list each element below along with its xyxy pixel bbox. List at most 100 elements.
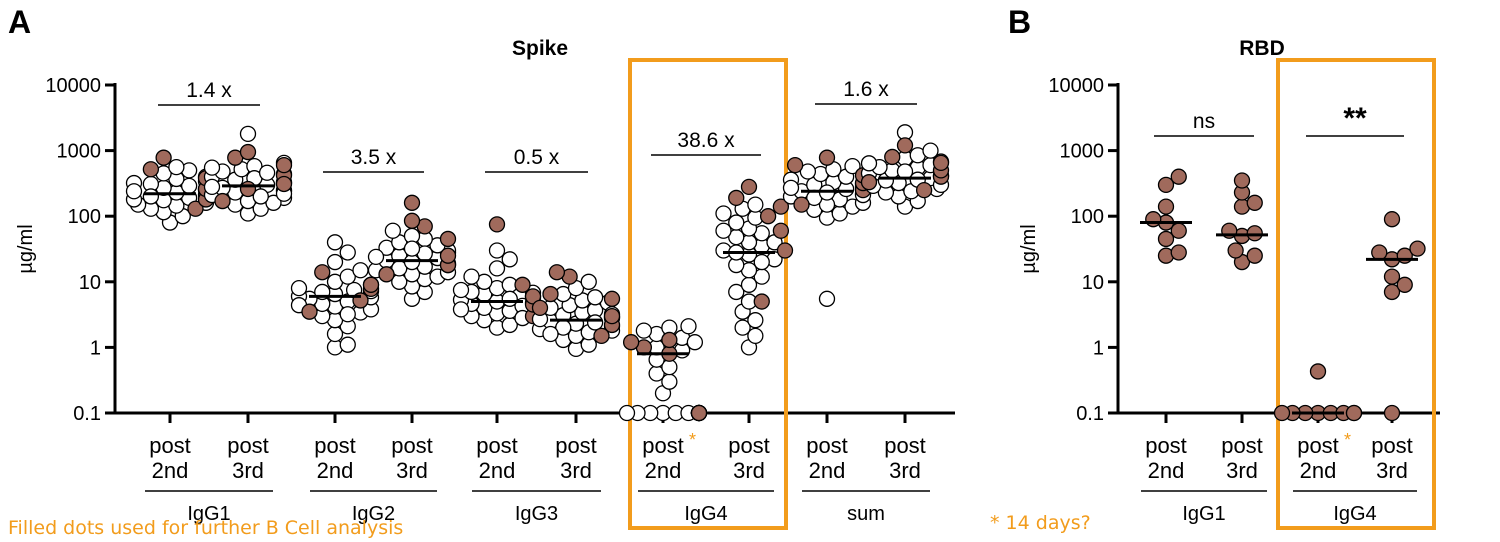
panel-a-igg1-3rd-filled-dot: [239, 180, 257, 198]
panel-b-igg4-3rd-filled-dot: [1383, 211, 1401, 228]
panel-a-igg2-3rd-hollow-dot: [384, 222, 402, 239]
panel-a-igg2-3rd-hollow-dot: [367, 248, 385, 266]
panel-a-igg4-2nd-label-line1: post: [642, 433, 684, 458]
panel-a-igg2-2nd-hollow-dot: [326, 253, 344, 271]
panel-a-igg1-2nd-label-line2: 2nd: [152, 458, 189, 483]
panel-a-igg1-comparison-label: 1.4 x: [186, 79, 232, 102]
panel-b-igg1-2nd-filled-dot: [1145, 211, 1162, 228]
panel-a-igg4-2nd-marker: *: [689, 430, 696, 450]
panel-a-igg3-2nd-hollow-dot: [452, 281, 470, 299]
panel-a-sum-3rd-filled-dot: [860, 174, 878, 191]
panel-a-igg4-2nd-filled-dot: [622, 334, 640, 351]
panel-a-igg3-3rd-filled-dot: [531, 299, 549, 317]
panel-a-igg4-3rd-hollow-dot: [747, 196, 764, 213]
panel-a-igg3-2nd-hollow-dot: [501, 251, 518, 268]
panel-a-igg2-3rd-filled-dot: [439, 247, 457, 264]
panel-a-igg4-2nd-hollow-dot: [635, 322, 653, 339]
panel-b-igg1-group-label: IgG1: [1182, 503, 1225, 525]
panel-a-igg4-3rd-filled-dot: [740, 178, 758, 196]
panel-a-igg1-3rd-hollow-dot: [203, 178, 221, 196]
panel-a-igg4-3rd-hollow-dot: [747, 327, 764, 344]
panel-a-igg1-2nd-filled-dot: [187, 200, 204, 217]
panel-a-igg1-3rd-hollow-dot: [203, 159, 221, 176]
panel-a-igg4-3rd-hollow-dot: [753, 253, 770, 271]
panel-a-y-axis-label: µg/ml: [15, 224, 37, 273]
panel-b-igg1-2nd-label-line2: 2nd: [1148, 458, 1185, 483]
panel-a-igg1-2nd-hollow-dot: [125, 183, 143, 200]
panel-a-label: A: [8, 4, 31, 40]
panel-a-igg3-2nd-hollow-dot: [463, 268, 480, 285]
panel-a-igg1-group-label: IgG1: [187, 503, 230, 525]
panel-a-sum-2nd-hollow-dot: [844, 157, 861, 175]
panel-a-igg4-3rd-hollow-dot: [747, 312, 764, 329]
panel-b-igg4-3rd-label-line1: post: [1371, 433, 1413, 458]
panel-a-igg2-2nd-label-line2: 2nd: [317, 458, 354, 483]
panel-a-igg2-3rd-hollow-dot: [403, 240, 421, 257]
panel-a-igg1-3rd-hollow-dot: [252, 188, 269, 205]
panel-a-igg1-3rd-filled-dot: [275, 175, 293, 193]
panel-a-igg4-2nd-filled-dot: [661, 331, 678, 349]
panel-a-igg4-3rd-hollow-dot: [728, 214, 745, 231]
panel-a-igg1-3rd-hollow-dot: [258, 164, 276, 181]
panel-a-igg2-2nd-hollow-dot: [339, 306, 356, 323]
panel-b-igg1-3rd-filled-dot: [1246, 194, 1263, 211]
panel-a-sum-2nd-hollow-dot: [818, 290, 836, 307]
panel-a-igg3-3rd-filled-dot: [542, 285, 559, 303]
panel-a-igg3-3rd-filled-dot: [593, 327, 610, 344]
panel-a-igg3-3rd-label-line2: 3rd: [560, 458, 592, 483]
panel-a-igg4-2nd-hollow-dot: [618, 404, 636, 422]
panel-a-igg3-3rd-hollow-dot: [580, 273, 597, 290]
panel-a-y-tick-label: 10000: [45, 75, 101, 97]
panel-a-igg2-2nd-hollow-dot: [290, 280, 308, 297]
panel-a-sum-3rd-label-line2: 3rd: [889, 458, 921, 483]
panel-a-igg4-3rd-hollow-dot: [728, 283, 745, 301]
panel-a-title: Spike: [512, 37, 568, 60]
panel-a-sum-2nd-hollow-dot: [782, 179, 800, 197]
panel-a-igg1-2nd-hollow-dot: [142, 188, 160, 205]
panel-b-label: B: [1008, 4, 1031, 40]
panel-a-igg3-2nd-hollow-dot: [488, 242, 506, 259]
panel-a-sum-3rd-hollow-dot: [922, 142, 939, 159]
panel-b-igg4-3rd-filled-dot: [1383, 404, 1401, 422]
panel-a-igg4-3rd-filled-dot: [772, 222, 790, 239]
panel-a-igg4-3rd-filled-dot: [772, 198, 790, 215]
panel-a-igg2-3rd-filled-dot: [403, 212, 421, 229]
panel-a-y-tick-label: 100: [68, 206, 101, 228]
panel-a-igg2-2nd-hollow-dot: [339, 244, 356, 261]
panel-b-igg4-2nd-filled-dot: [1309, 363, 1327, 380]
panel-a-igg1-3rd-filled-dot: [214, 192, 231, 210]
panel-a-sum-2nd-filled-dot: [793, 196, 810, 213]
panel-a-igg4-3rd-label-line2: 3rd: [733, 458, 765, 483]
panel-b-igg1-comparison-label: ns: [1193, 110, 1215, 133]
panel-a-igg3-2nd-label-line1: post: [476, 433, 518, 458]
panel-b-igg1-3rd-filled-dot: [1233, 172, 1251, 189]
panel-b-igg4-2nd-label-line1: post: [1297, 433, 1339, 458]
panel-b-igg4-3rd-label-line2: 3rd: [1376, 458, 1408, 483]
panel-a-sum-comparison-label: 1.6 x: [843, 78, 889, 101]
panel-a-sum-2nd-label-line2: 2nd: [809, 458, 846, 483]
panel-a-igg4-3rd-filled-dot: [753, 293, 770, 310]
panel-a-igg1-3rd-filled-dot: [239, 143, 257, 161]
panel-a-igg4-2nd-hollow-dot: [686, 334, 704, 351]
panel-a-igg3-2nd-hollow-dot: [452, 301, 470, 318]
panel-a-igg2-3rd-label-line1: post: [391, 433, 433, 458]
panel-a-igg3-3rd-hollow-dot: [542, 325, 559, 343]
panel-b-igg1-3rd-label-line2: 3rd: [1226, 458, 1258, 483]
panel-a-sum-3rd-filled-dot: [932, 154, 950, 172]
panel-b-highlight-box: [1276, 58, 1436, 530]
panel-b-igg4-group-label: IgG4: [1333, 503, 1376, 525]
panel-a-sum-2nd-filled-dot: [786, 157, 804, 174]
panel-a-igg4-2nd-hollow-dot: [680, 318, 697, 335]
panel-a-y-tick-label: 0.1: [73, 403, 101, 425]
panel-a-igg4-comparison-label: 38.6 x: [677, 129, 735, 152]
panel-a-igg4-2nd-label-line2: 2nd: [645, 458, 682, 483]
panel-a-igg4-3rd-filled-dot: [759, 208, 777, 225]
panel-b-y-tick-label: 0.1: [1076, 403, 1104, 425]
panel-a-igg2-3rd-filled-dot: [403, 194, 421, 211]
panel-a-igg4-3rd-hollow-dot: [715, 205, 732, 222]
panel-b-igg1-2nd-filled-dot: [1157, 198, 1175, 215]
panel-a-sum-3rd-filled-dot: [884, 148, 901, 166]
panel-a-y-tick-label: 1000: [57, 141, 102, 163]
panel-a-igg1-2nd-label-line1: post: [149, 433, 191, 458]
panel-a-sum-3rd-hollow-dot: [860, 155, 878, 172]
